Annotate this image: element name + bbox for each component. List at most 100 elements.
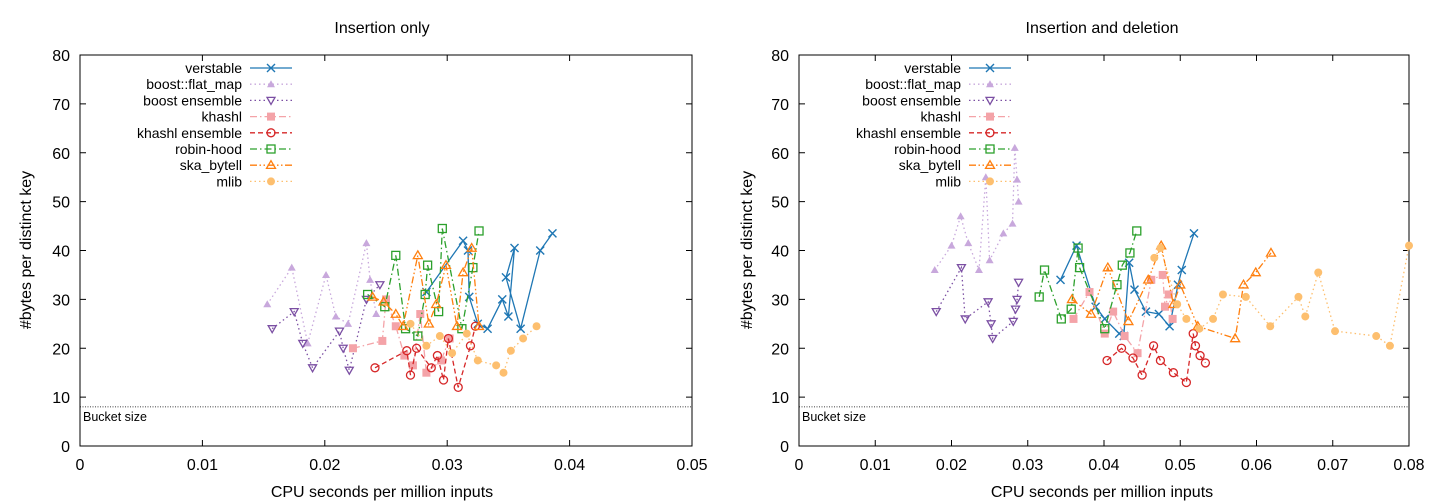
y-axis-label: #bytes per distinct key bbox=[739, 171, 756, 329]
data-point bbox=[267, 325, 278, 335]
y-tick-label: 30 bbox=[52, 292, 70, 309]
series-boost-ensemble bbox=[267, 281, 386, 376]
data-point bbox=[1102, 355, 1112, 366]
data-point bbox=[443, 333, 454, 344]
legend-marker bbox=[266, 144, 276, 154]
series-line bbox=[425, 233, 554, 332]
data-point bbox=[960, 315, 971, 325]
chart-insertion-and-deletion: Insertion and deletion CPU seconds per m… bbox=[739, 20, 1425, 501]
data-point bbox=[1265, 247, 1277, 257]
legend-entry: boost::flat_map bbox=[146, 76, 292, 92]
data-point bbox=[1142, 274, 1154, 284]
legend-label: mlib bbox=[935, 173, 961, 189]
data-point bbox=[307, 364, 318, 374]
data-point bbox=[435, 332, 444, 341]
data-point bbox=[1155, 355, 1166, 366]
series-khashl-ensemble bbox=[1102, 328, 1211, 388]
series-line bbox=[1071, 243, 1272, 340]
bucket-size-label: Bucket size bbox=[802, 410, 866, 424]
data-point bbox=[331, 312, 340, 320]
data-point bbox=[1182, 314, 1191, 323]
series-boost-flat-map bbox=[263, 239, 381, 347]
data-point bbox=[422, 341, 431, 350]
legend-entry: khashl ensemble bbox=[137, 125, 292, 141]
data-point bbox=[492, 361, 501, 370]
y-tick-label: 40 bbox=[52, 244, 70, 261]
legend-marker bbox=[986, 177, 994, 186]
data-point bbox=[448, 349, 457, 358]
data-point bbox=[391, 322, 400, 331]
y-tick-label: 60 bbox=[52, 146, 70, 163]
data-point bbox=[1218, 290, 1227, 299]
legend-entry: ska_bytell bbox=[899, 157, 1011, 173]
series-line bbox=[352, 299, 451, 374]
data-point bbox=[516, 324, 526, 334]
data-point bbox=[405, 370, 416, 380]
legend-label: khashl ensemble bbox=[137, 125, 242, 141]
data-point bbox=[1069, 314, 1078, 323]
data-point bbox=[532, 322, 541, 331]
data-point bbox=[411, 343, 422, 353]
data-point bbox=[1314, 268, 1323, 277]
x-axis-label: CPU seconds per million inputs bbox=[271, 484, 493, 501]
y-tick-label: 50 bbox=[52, 195, 70, 212]
series-line bbox=[374, 326, 477, 388]
data-point bbox=[1154, 309, 1164, 319]
data-point bbox=[974, 266, 983, 274]
data-point bbox=[986, 320, 997, 330]
data-point bbox=[1109, 307, 1118, 316]
data-point bbox=[1181, 377, 1191, 388]
data-point bbox=[1130, 285, 1139, 295]
data-point bbox=[366, 275, 375, 283]
data-point bbox=[1132, 226, 1142, 236]
data-point bbox=[344, 319, 353, 327]
data-point bbox=[423, 318, 435, 328]
data-point bbox=[982, 298, 994, 308]
data-point bbox=[1085, 308, 1097, 318]
data-point bbox=[483, 324, 493, 334]
data-point bbox=[1039, 265, 1050, 275]
y-tick-label: 10 bbox=[52, 390, 70, 407]
x-tick-label: 0.01 bbox=[187, 457, 218, 474]
series-mlib bbox=[406, 319, 541, 377]
y-tick-label: 30 bbox=[771, 292, 789, 309]
legend-marker bbox=[265, 96, 277, 106]
series-khashl bbox=[1069, 270, 1177, 358]
data-point bbox=[1034, 292, 1044, 302]
x-tick-label: 0.01 bbox=[860, 457, 891, 474]
data-point bbox=[1120, 332, 1129, 341]
x-axis-label: CPU seconds per million inputs bbox=[991, 484, 1213, 501]
data-point bbox=[400, 351, 409, 360]
legend-marker bbox=[986, 80, 994, 88]
data-point bbox=[1100, 329, 1109, 338]
legend-marker bbox=[984, 96, 996, 106]
data-point bbox=[362, 239, 371, 247]
legend-entry: verstable bbox=[185, 60, 292, 76]
data-point bbox=[506, 346, 515, 355]
x-tick-label: 0.03 bbox=[432, 457, 463, 474]
data-point bbox=[1014, 197, 1023, 205]
data-point bbox=[1174, 278, 1186, 289]
series-mlib bbox=[1150, 241, 1413, 350]
data-point bbox=[344, 366, 355, 376]
data-point bbox=[473, 320, 485, 331]
data-point bbox=[1161, 302, 1169, 311]
y-tick-label: 20 bbox=[52, 341, 70, 358]
data-point bbox=[1385, 341, 1394, 350]
data-point bbox=[930, 266, 939, 274]
legend-marker bbox=[266, 63, 276, 73]
data-point bbox=[1148, 341, 1159, 351]
data-point bbox=[1301, 312, 1310, 321]
legend-marker bbox=[984, 159, 996, 170]
data-point bbox=[289, 307, 300, 317]
data-point bbox=[1200, 358, 1211, 368]
data-point bbox=[931, 307, 942, 317]
y-tick-label: 0 bbox=[61, 439, 70, 456]
data-point bbox=[1189, 228, 1199, 238]
legend-label: khashl bbox=[921, 109, 961, 125]
series-line bbox=[1153, 245, 1410, 347]
legend-entry: robin-hood bbox=[894, 141, 1011, 157]
data-point bbox=[1158, 270, 1167, 279]
data-point bbox=[499, 368, 508, 377]
y-tick-label: 20 bbox=[771, 341, 789, 358]
